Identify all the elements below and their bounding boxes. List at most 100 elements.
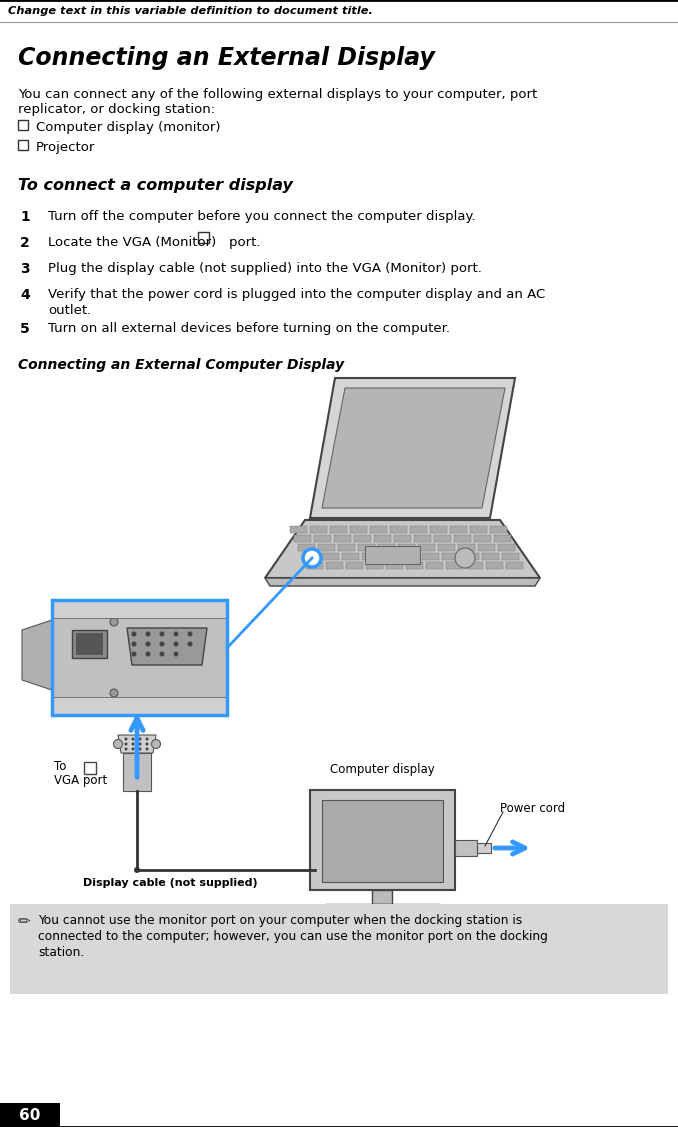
Bar — [52, 600, 227, 618]
Bar — [342, 553, 359, 560]
Circle shape — [110, 618, 118, 625]
Bar — [123, 753, 151, 791]
Text: Connecting an External Display: Connecting an External Display — [18, 46, 435, 70]
Polygon shape — [265, 578, 540, 586]
Text: Verify that the power cord is plugged into the computer display and an AC: Verify that the power cord is plugged in… — [48, 289, 545, 301]
Bar — [498, 544, 515, 551]
Bar — [0, 0, 678, 23]
Circle shape — [151, 739, 161, 748]
Circle shape — [132, 651, 136, 657]
Circle shape — [146, 743, 148, 745]
Text: Computer display (monitor): Computer display (monitor) — [36, 122, 220, 134]
Bar — [458, 544, 475, 551]
Circle shape — [159, 651, 165, 657]
Bar — [486, 562, 503, 569]
Bar — [322, 553, 339, 560]
Bar — [426, 562, 443, 569]
Bar — [290, 526, 307, 533]
Text: connected to the computer; however, you can use the monitor port on the docking: connected to the computer; however, you … — [38, 930, 548, 943]
Circle shape — [125, 747, 127, 751]
Circle shape — [146, 747, 148, 751]
Circle shape — [138, 743, 142, 745]
Bar — [386, 562, 403, 569]
Text: Locate the VGA (Monitor)   port.: Locate the VGA (Monitor) port. — [48, 236, 260, 249]
Bar — [362, 553, 379, 560]
Bar — [394, 535, 411, 542]
Bar — [430, 526, 447, 533]
Bar — [482, 553, 499, 560]
Circle shape — [159, 641, 165, 647]
Circle shape — [138, 747, 142, 751]
Bar — [350, 526, 367, 533]
Bar — [470, 526, 487, 533]
Circle shape — [132, 631, 136, 637]
Bar — [365, 545, 420, 564]
Bar — [442, 553, 459, 560]
Bar — [52, 600, 227, 715]
Text: outlet.: outlet. — [48, 304, 92, 317]
Bar — [398, 544, 415, 551]
Bar — [346, 562, 363, 569]
Bar — [314, 535, 331, 542]
Bar — [322, 800, 443, 882]
Bar — [298, 544, 315, 551]
Circle shape — [146, 631, 151, 637]
Bar — [434, 535, 451, 542]
Bar — [506, 562, 523, 569]
Text: 1: 1 — [20, 210, 30, 224]
Bar — [490, 526, 507, 533]
Bar — [366, 562, 383, 569]
Bar — [390, 526, 407, 533]
Text: station.: station. — [38, 946, 84, 959]
Bar — [326, 562, 343, 569]
Circle shape — [110, 689, 118, 696]
Circle shape — [132, 641, 136, 647]
Text: You cannot use the monitor port on your computer when the docking station is: You cannot use the monitor port on your … — [38, 914, 522, 928]
Text: You can connect any of the following external displays to your computer, port: You can connect any of the following ext… — [18, 88, 537, 101]
Text: replicator, or docking station:: replicator, or docking station: — [18, 103, 215, 116]
Polygon shape — [118, 735, 156, 753]
Bar — [0, 1103, 60, 1127]
Circle shape — [146, 737, 148, 740]
Bar — [334, 535, 351, 542]
Bar — [378, 544, 395, 551]
Text: Change text in this variable definition to document title.: Change text in this variable definition … — [8, 6, 373, 16]
Circle shape — [125, 737, 127, 740]
Polygon shape — [310, 378, 515, 518]
Text: 5: 5 — [20, 322, 30, 336]
Bar — [310, 790, 455, 890]
Bar — [402, 553, 419, 560]
Bar — [318, 544, 335, 551]
Text: ✏: ✏ — [18, 914, 31, 929]
Bar — [306, 562, 323, 569]
Bar — [502, 553, 519, 560]
Text: VGA port: VGA port — [54, 774, 107, 787]
Bar — [338, 544, 355, 551]
Bar — [354, 535, 371, 542]
Circle shape — [174, 651, 178, 657]
Circle shape — [174, 641, 178, 647]
Text: Plug the display cable (not supplied) into the VGA (Monitor) port.: Plug the display cable (not supplied) in… — [48, 261, 482, 275]
Bar — [10, 904, 668, 994]
Circle shape — [132, 737, 134, 740]
Polygon shape — [127, 628, 207, 665]
Bar — [474, 535, 491, 542]
Text: Computer display: Computer display — [330, 763, 435, 777]
Bar — [406, 562, 423, 569]
Bar — [310, 526, 327, 533]
Bar — [18, 119, 28, 130]
Text: To connect a computer display: To connect a computer display — [18, 178, 293, 193]
Bar — [358, 544, 375, 551]
Bar — [454, 535, 471, 542]
Bar — [422, 553, 439, 560]
Text: 2: 2 — [20, 236, 30, 250]
Polygon shape — [265, 520, 540, 578]
Polygon shape — [22, 620, 52, 690]
Bar — [330, 526, 347, 533]
Circle shape — [146, 641, 151, 647]
Bar — [294, 535, 311, 542]
Text: Turn off the computer before you connect the computer display.: Turn off the computer before you connect… — [48, 210, 476, 223]
Text: Projector: Projector — [36, 142, 96, 154]
Bar — [418, 544, 435, 551]
Circle shape — [132, 747, 134, 751]
